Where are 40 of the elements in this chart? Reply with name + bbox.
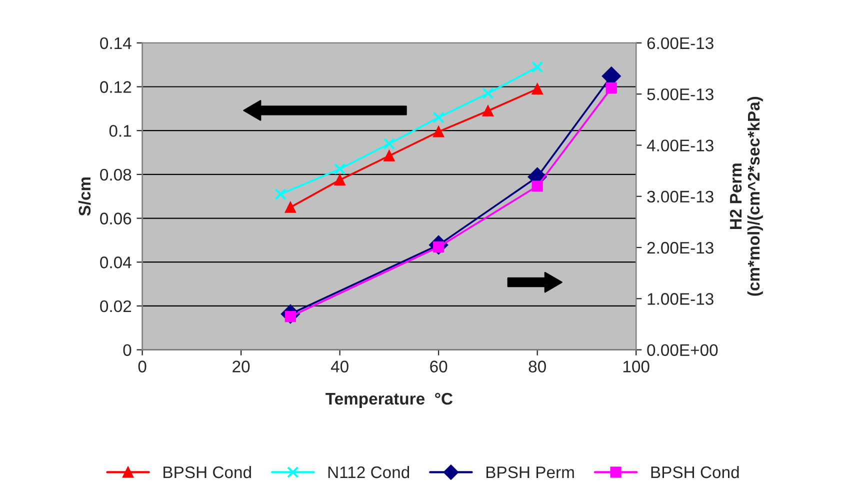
x-tick-label: 100: [623, 360, 650, 372]
y2-tick-label: 0.00E+00: [647, 344, 718, 356]
point: [274, 188, 286, 200]
legend-label: N112 Cond: [328, 466, 410, 478]
point: [482, 105, 494, 116]
y2-axis-title: H2 Perm (cm*mol)/(cm^2*sec*kPa): [730, 96, 763, 296]
point: [284, 202, 296, 213]
y-tick-label: 0.04: [100, 256, 132, 268]
y-tick-label: 0.14: [100, 37, 132, 50]
y-tick-label: 0.08: [100, 168, 132, 181]
point: [383, 138, 396, 150]
x-tick-label: 60: [430, 360, 448, 372]
y-tick-label: 0.06: [100, 212, 132, 224]
y2-tick-label: 2.00E-13: [647, 242, 714, 254]
y2-tick-label: 1.00E-13: [648, 293, 714, 305]
point: [432, 112, 444, 124]
legend-label: BPSH Cond: [651, 466, 739, 478]
y2-tick-label: 5.00E-13: [647, 88, 714, 100]
y-tick-label: 0.12: [100, 81, 132, 93]
legend-label: BPSH Perm: [486, 466, 574, 478]
x-tick-label: 80: [528, 360, 546, 372]
x-tick-label: 0: [138, 360, 146, 372]
point: [334, 163, 346, 175]
y-tick-label: 0: [123, 344, 132, 356]
legend-label: BPSH Cond: [164, 466, 251, 478]
point: [334, 174, 346, 186]
point: [532, 83, 543, 95]
point: [433, 126, 444, 138]
y-tick-label: 0.1: [109, 124, 132, 137]
x-tick-label: 40: [330, 360, 348, 372]
y-tick-label: 0.02: [100, 300, 132, 312]
y2-tick-label: 4.00E-13: [646, 140, 714, 152]
y2-tick-label: 6.00E-13: [647, 37, 714, 50]
y2-tick-label: 3.00E-13: [647, 190, 714, 203]
x-tick-label: 20: [232, 360, 250, 372]
y-axis-title: S/cm: [78, 177, 91, 216]
x-axis-title: Temperature °C: [326, 392, 453, 408]
point: [482, 87, 494, 100]
point: [384, 150, 395, 162]
point: [531, 61, 544, 73]
